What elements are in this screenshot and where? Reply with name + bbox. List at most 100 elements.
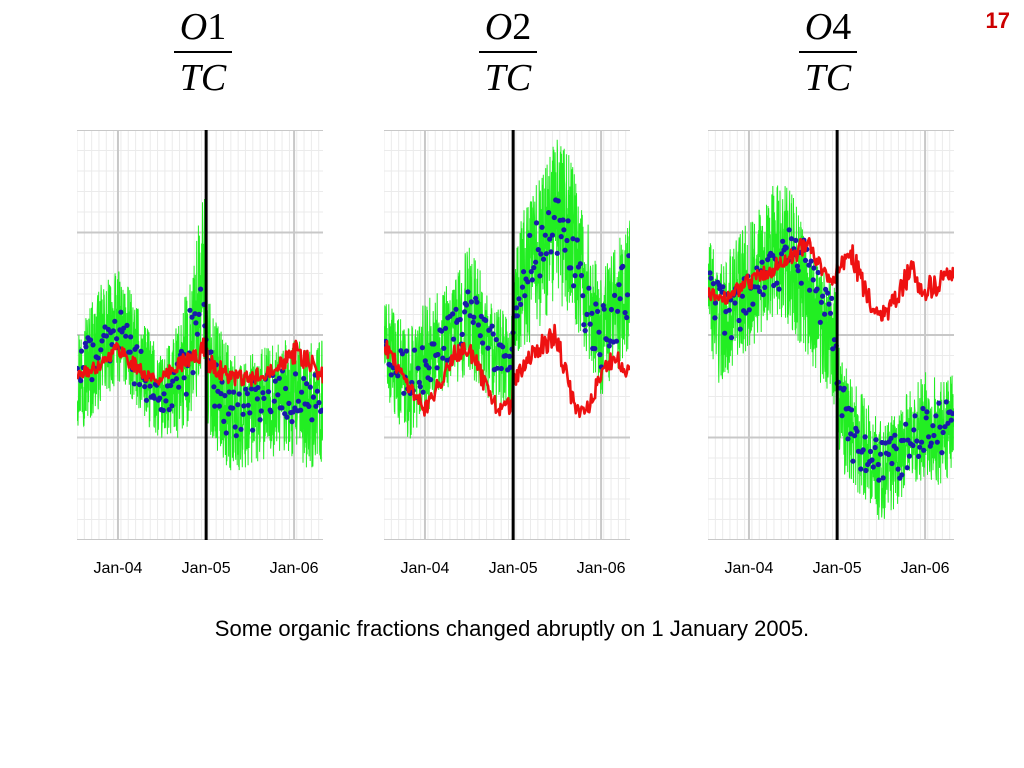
data-point xyxy=(170,378,176,384)
data-point xyxy=(114,336,120,342)
data-point xyxy=(193,320,199,326)
data-point xyxy=(568,265,574,271)
x-tick-label: Jan-06 xyxy=(576,560,626,577)
data-point xyxy=(506,353,513,359)
data-point xyxy=(928,440,934,446)
data-point xyxy=(442,325,449,331)
data-point xyxy=(98,347,104,353)
data-point xyxy=(187,307,193,313)
data-point xyxy=(586,285,592,291)
data-point xyxy=(138,348,144,354)
data-point xyxy=(533,220,540,226)
panel-3-title-denominator: TC xyxy=(804,57,852,99)
data-point xyxy=(577,261,583,267)
data-point xyxy=(309,417,315,423)
data-point xyxy=(732,300,738,306)
data-point xyxy=(301,375,307,382)
data-point xyxy=(722,330,728,336)
data-point xyxy=(564,237,570,244)
data-point xyxy=(786,227,792,233)
slide-number: 17 xyxy=(985,8,1010,33)
data-point xyxy=(901,437,907,443)
data-point xyxy=(395,373,401,379)
data-point xyxy=(578,272,585,279)
data-point xyxy=(471,314,477,320)
data-point xyxy=(232,424,238,430)
data-point xyxy=(930,423,936,429)
data-point xyxy=(257,417,263,423)
data-point xyxy=(750,301,756,307)
data-point xyxy=(829,295,835,301)
data-point xyxy=(142,384,148,390)
data-point xyxy=(255,385,261,391)
data-point xyxy=(306,403,312,409)
data-point xyxy=(212,403,218,409)
panel-3-title-numerator-var: O xyxy=(804,6,833,48)
data-point xyxy=(223,430,229,436)
data-point xyxy=(931,432,937,439)
data-point xyxy=(198,286,204,292)
data-point xyxy=(839,413,845,419)
data-point xyxy=(485,345,491,351)
data-point xyxy=(736,317,742,324)
data-point xyxy=(565,218,571,224)
data-point xyxy=(933,413,939,419)
data-point xyxy=(945,420,951,426)
data-point xyxy=(493,337,499,343)
data-point xyxy=(319,407,323,413)
data-point xyxy=(888,435,894,441)
data-point xyxy=(848,407,855,413)
data-point xyxy=(937,424,943,430)
slide-caption: Some organic fractions changed abruptly … xyxy=(214,616,810,641)
data-point xyxy=(760,292,766,298)
data-point xyxy=(943,399,949,405)
data-point xyxy=(236,391,242,397)
data-point xyxy=(759,259,765,265)
data-point xyxy=(798,280,804,286)
data-point xyxy=(911,427,917,433)
data-point xyxy=(173,376,180,382)
data-point xyxy=(617,296,623,302)
data-point xyxy=(562,247,568,253)
data-point xyxy=(399,351,405,357)
data-point xyxy=(616,282,622,288)
data-point xyxy=(431,341,437,347)
data-point xyxy=(531,265,537,271)
data-point xyxy=(260,390,266,396)
data-point xyxy=(712,300,718,306)
data-point xyxy=(710,281,716,287)
data-point xyxy=(739,293,745,299)
data-point xyxy=(624,292,630,298)
data-point xyxy=(169,403,175,409)
data-point xyxy=(124,322,130,328)
data-point xyxy=(226,389,232,395)
data-point xyxy=(926,434,932,440)
data-point xyxy=(284,414,290,420)
data-point xyxy=(815,269,821,276)
data-point xyxy=(554,250,560,256)
data-point xyxy=(892,432,898,438)
data-point xyxy=(90,342,96,348)
data-point xyxy=(848,431,854,437)
data-point xyxy=(78,348,85,354)
data-point xyxy=(876,477,882,483)
data-point xyxy=(858,466,864,472)
data-point xyxy=(289,419,295,425)
data-point xyxy=(272,378,278,384)
data-point xyxy=(422,358,428,364)
data-point xyxy=(827,310,834,316)
smoothed-series-line xyxy=(77,337,323,387)
data-point xyxy=(558,234,564,240)
x-tick-label: Jan-04 xyxy=(93,560,143,577)
data-point xyxy=(820,293,826,299)
data-point xyxy=(231,389,237,395)
data-point xyxy=(893,446,899,452)
data-point xyxy=(917,444,923,450)
data-point xyxy=(268,409,274,415)
data-point xyxy=(708,270,713,276)
data-point xyxy=(299,389,305,395)
data-point xyxy=(822,311,828,317)
data-point xyxy=(950,411,954,417)
data-point xyxy=(465,289,471,295)
data-point xyxy=(571,283,577,289)
